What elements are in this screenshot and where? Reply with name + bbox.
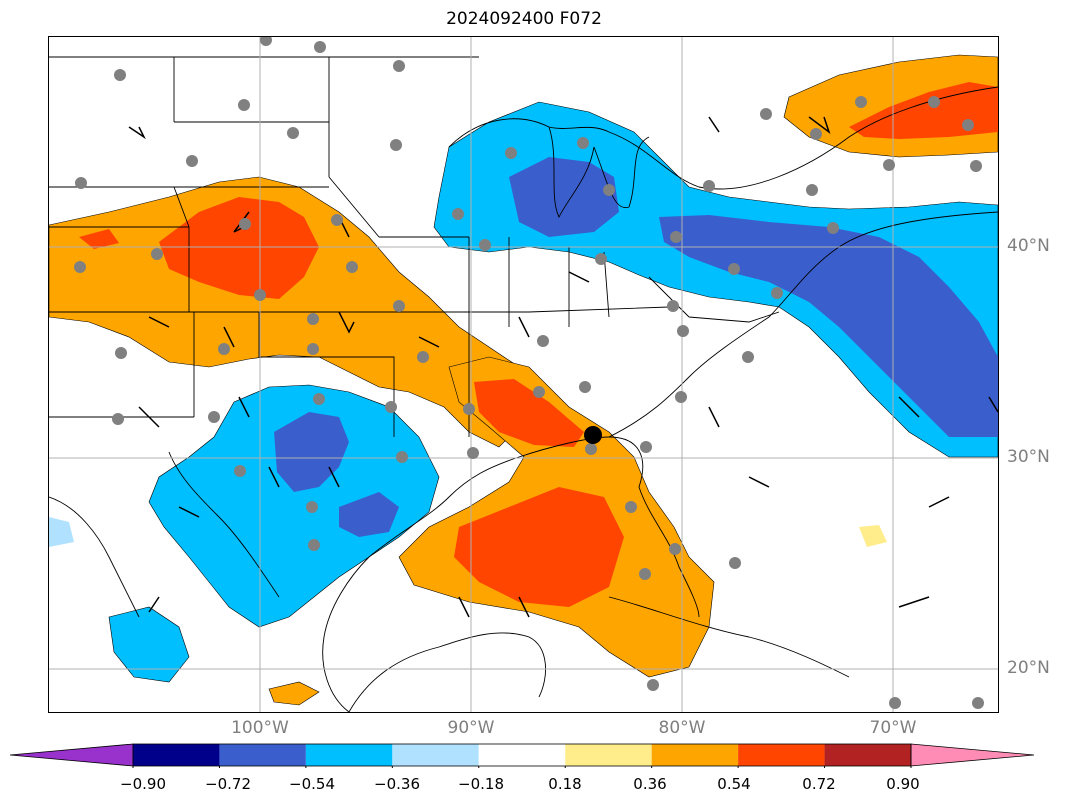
colorbar-extension-high [910,743,1035,767]
colorbar-outline [132,743,912,767]
wind-barbs [128,116,998,618]
lon-label-100w: 100°W [231,718,289,738]
colorbar-segments [10,743,1035,767]
map-plot-area [48,36,999,713]
colorbar-segment [824,744,911,766]
colorbar-label: 0.54 [717,775,751,793]
map-title: 2024092400 F072 [446,9,602,29]
colorbar-segment [565,744,652,766]
colorbar [10,743,1035,768]
warm-core-gulf [454,487,624,607]
lat-label-30n: 30°N [1007,447,1050,467]
cool-core-michigan [509,157,619,237]
colorbar-label: 0.36 [633,775,667,793]
warm-core-plains [159,197,319,299]
lat-lon-grid [49,37,998,712]
station-dots [74,37,984,709]
cool-region-texas [148,384,440,628]
colorbar-segment [219,744,306,766]
colorbar-segment [738,744,825,766]
warm-small-atlantic [859,525,887,547]
lat-label-40n: 40°N [1007,236,1050,256]
highlight-station-marker [584,426,602,444]
colorbar-label: −0.18 [458,775,504,793]
cool-region-mexico [108,606,190,683]
warm-core-west [79,229,119,249]
colorbar-extension-low [10,743,134,767]
colorbar-label: −0.90 [120,775,166,793]
colorbar-label: −0.72 [205,775,251,793]
cool-edge-west [49,517,74,547]
warm-core-northeast [849,82,998,139]
colorbar-segment [305,744,393,766]
lat-label-20n: 20°N [1007,658,1050,678]
colorbar-segment [392,744,479,766]
lon-label-90w: 90°W [447,718,495,738]
colorbar-segment [651,744,739,766]
colorbar-label: 0.90 [886,775,920,793]
colorbar-label: −0.36 [374,775,420,793]
colorbar-label: 0.72 [802,775,836,793]
cool-core-texas-south [339,492,399,537]
colorbar-label: 0.18 [548,775,582,793]
warm-core-georgia [474,379,584,447]
lon-label-70w: 70°W [869,718,917,738]
cool-core-texas [274,412,349,492]
colorbar-segment [133,744,220,766]
map-canvas [49,37,998,712]
lon-label-80w: 80°W [658,718,706,738]
cool-core-midatlantic [659,215,998,437]
colorbar-ticks [132,766,912,768]
warm-anomaly-regions [49,54,998,706]
geographic-borders [49,56,998,712]
colorbar-segment [478,744,566,766]
warm-small-south [268,681,320,706]
colorbar-label: −0.54 [289,775,335,793]
